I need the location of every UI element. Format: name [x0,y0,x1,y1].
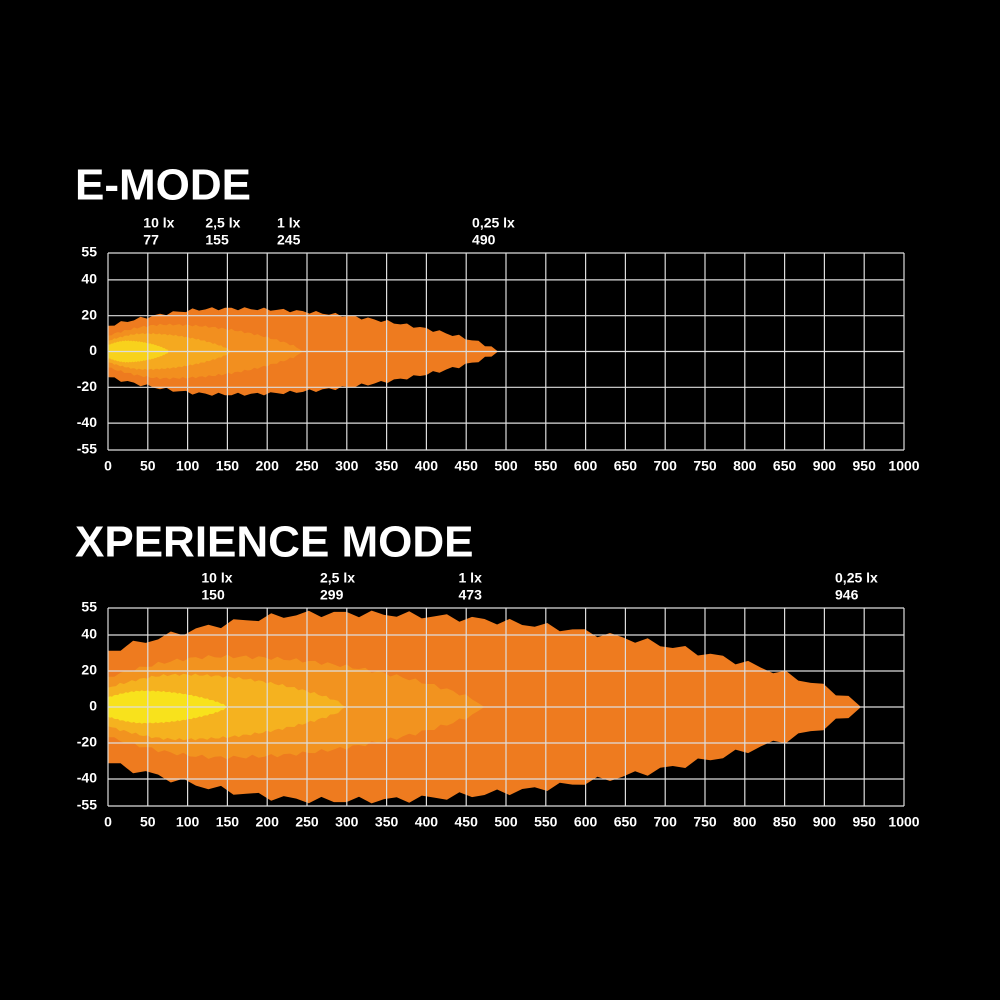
x-tick-label: 550 [534,458,558,474]
y-tick-label: 20 [81,662,97,678]
x-tick-label: 800 [733,458,757,474]
chart-title: XPERIENCE MODE [75,518,474,567]
y-tick-label: -40 [77,414,97,430]
x-tick-label: 350 [375,814,399,830]
x-tick-label: 700 [654,814,678,830]
x-tick-label: 200 [256,814,280,830]
x-tick-label: 1000 [888,814,919,830]
x-tick-label: 50 [140,814,156,830]
x-tick-label: 750 [693,814,717,830]
y-tick-label: 0 [89,342,97,358]
zone-distance: 473 [459,587,483,603]
x-tick-label: 650 [614,814,638,830]
zone-label: 10 lx [143,215,174,231]
x-tick-label: 150 [216,814,240,830]
x-tick-label: 0 [104,458,112,474]
x-tick-label: 800 [733,814,757,830]
x-tick-label: 250 [295,458,319,474]
zone-label: 1 lx [459,570,483,586]
zone-distance: 77 [143,232,159,248]
x-tick-label: 100 [176,458,200,474]
x-tick-label: 450 [455,458,479,474]
x-tick-label: 950 [853,814,877,830]
x-tick-label: 50 [140,458,156,474]
y-tick-label: 20 [81,306,97,322]
zone-label: 10 lx [201,570,232,586]
zone-label: 1 lx [277,215,301,231]
x-tick-label: 600 [574,458,598,474]
y-tick-label: 55 [81,599,97,615]
x-tick-label: 150 [216,458,240,474]
x-tick-label: 900 [813,458,837,474]
zone-label: 0,25 lx [835,570,878,586]
zone-label: 2,5 lx [320,570,355,586]
x-tick-label: 450 [455,814,479,830]
y-tick-label: 0 [89,698,97,714]
x-tick-label: 600 [574,814,598,830]
x-tick-label: 250 [295,814,319,830]
x-tick-label: 650 [614,458,638,474]
y-tick-label: 40 [81,626,97,642]
y-tick-label: 55 [81,244,97,260]
x-tick-label: 750 [693,458,717,474]
chart-title: E-MODE [75,161,251,210]
x-tick-label: 850 [773,814,797,830]
zone-label: 0,25 lx [472,215,515,231]
y-tick-label: -55 [77,441,97,457]
y-tick-label: -20 [77,378,97,394]
x-tick-label: 1000 [888,458,919,474]
y-tick-label: -40 [77,770,97,786]
x-tick-label: 300 [335,814,359,830]
x-tick-label: 350 [375,458,399,474]
x-tick-label: 650 [773,458,797,474]
x-tick-label: 700 [654,458,678,474]
x-tick-label: 200 [256,458,280,474]
x-tick-label: 400 [415,814,439,830]
x-tick-label: 400 [415,458,439,474]
zone-distance: 490 [472,232,496,248]
zone-distance: 946 [835,587,859,603]
zone-distance: 245 [277,232,301,248]
x-tick-label: 300 [335,458,359,474]
y-tick-label: 40 [81,271,97,287]
zone-distance: 155 [205,232,229,248]
y-tick-label: -55 [77,797,97,813]
zone-label: 2,5 lx [205,215,240,231]
x-tick-label: 500 [494,814,518,830]
x-tick-label: 500 [494,458,518,474]
zone-distance: 150 [201,587,225,603]
y-tick-label: -20 [77,734,97,750]
x-tick-label: 550 [534,814,558,830]
x-tick-label: 950 [853,458,877,474]
zone-distance: 299 [320,587,344,603]
x-tick-label: 0 [104,814,112,830]
x-tick-label: 100 [176,814,200,830]
x-tick-label: 900 [813,814,837,830]
